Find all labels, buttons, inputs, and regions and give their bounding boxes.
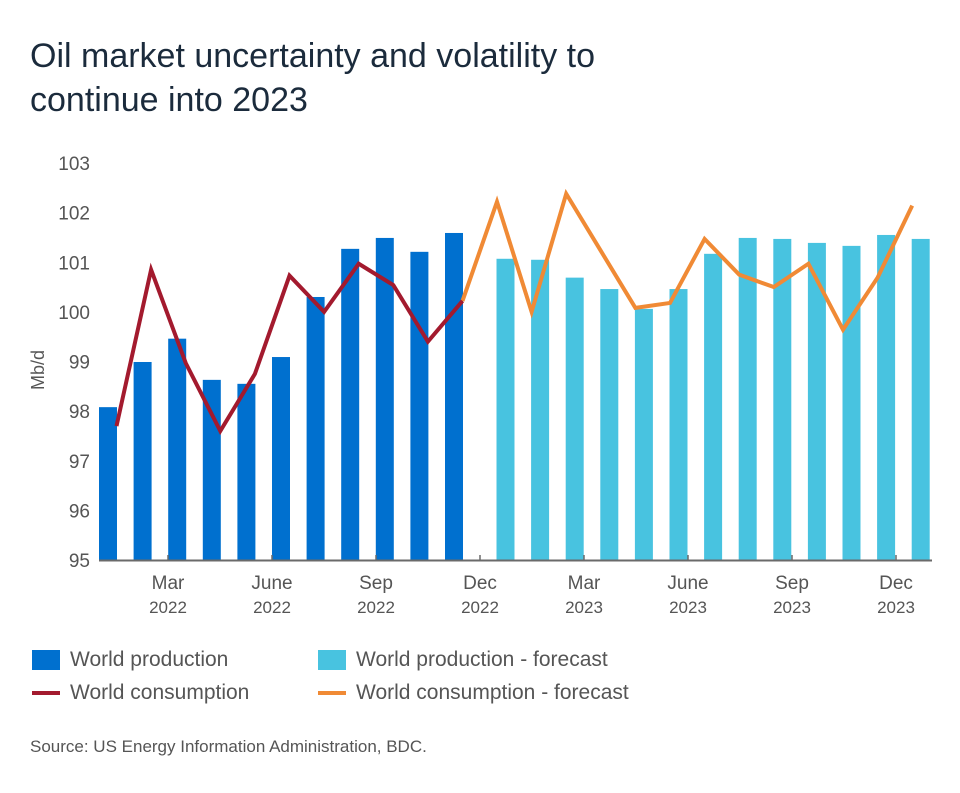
source-note: Source: US Energy Information Administra… (30, 737, 427, 756)
bar (773, 238, 792, 560)
bar (272, 357, 290, 560)
consumption-forecast-line (460, 188, 915, 334)
bar (99, 407, 117, 560)
legend-swatch (318, 650, 346, 670)
y-tick-label: 100 (58, 303, 90, 324)
legend-world-production: World production (32, 648, 228, 672)
legend-label: World production (70, 648, 229, 671)
bar (842, 245, 861, 560)
x-tick-label: Mar (152, 573, 185, 594)
x-tick-label: Mar (568, 573, 601, 594)
bar (306, 296, 325, 560)
x-tick-label: June (251, 573, 292, 594)
bar (669, 289, 688, 560)
legend-label: World production - forecast (356, 648, 608, 671)
bar (738, 237, 757, 560)
bar (341, 248, 360, 560)
x-tick-year: 2022 (253, 598, 291, 617)
x-tick-label: Dec (879, 573, 913, 594)
x-tick-year: 2023 (669, 598, 707, 617)
bar (877, 234, 896, 561)
bar (565, 277, 584, 560)
legend-line (318, 691, 346, 695)
bar (600, 289, 619, 560)
legend-swatch (32, 650, 60, 670)
y-tick-label: 98 (69, 402, 90, 423)
bar (634, 308, 653, 560)
legend-world-consumption: World consumption (32, 681, 249, 705)
bar (168, 338, 187, 560)
bar (807, 242, 826, 561)
x-tick-year: 2023 (773, 598, 811, 617)
legend-world-consumption-forecast: World consumption - forecast (318, 681, 629, 705)
bar (704, 253, 723, 560)
bar (531, 259, 550, 560)
x-tick-label: Sep (359, 573, 393, 594)
consumption-line (114, 261, 465, 436)
chart-title: Oil market uncertainty and volatility to… (30, 37, 596, 119)
bar (375, 237, 394, 560)
x-tick-label: Dec (463, 573, 497, 594)
bar (445, 232, 463, 560)
x-tick-year: 2023 (565, 598, 603, 617)
y-tick-label: 101 (58, 253, 90, 274)
bar (133, 361, 152, 560)
x-tick-year: 2022 (149, 598, 187, 617)
legend-world-production-forecast: World production - forecast (318, 648, 608, 672)
x-tick-label: June (667, 573, 708, 594)
x-tick-year: 2023 (877, 598, 915, 617)
y-axis-label: Mb/d (28, 350, 48, 390)
y-tick-label: 95 (69, 551, 90, 572)
legend-label: World consumption (70, 681, 250, 704)
bar (237, 383, 256, 560)
x-tick-label: Sep (775, 573, 809, 594)
y-tick-label: 103 (58, 154, 90, 175)
bar (496, 258, 515, 560)
legend-label: World consumption - forecast (356, 681, 629, 704)
x-tick-year: 2022 (357, 598, 395, 617)
y-tick-label: 97 (69, 452, 90, 473)
bar (202, 379, 221, 560)
y-tick-label: 96 (69, 501, 90, 522)
bar (911, 238, 930, 560)
bar (410, 251, 429, 561)
legend-line (32, 691, 60, 695)
y-tick-label: 99 (69, 353, 90, 374)
y-tick-label: 102 (58, 204, 90, 225)
x-tick-year: 2022 (461, 598, 499, 617)
